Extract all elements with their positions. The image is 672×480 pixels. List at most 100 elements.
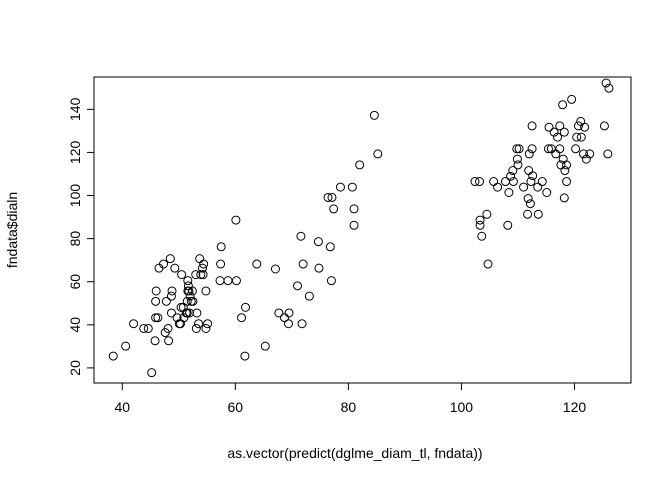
- plot-frame: [93, 76, 632, 384]
- data-point-51: [201, 323, 211, 333]
- data-point-50: [201, 286, 211, 296]
- x-tick-label-40: 40: [114, 399, 130, 415]
- data-point-78: [326, 276, 336, 286]
- data-point-86: [369, 110, 379, 120]
- data-point-111: [524, 149, 534, 159]
- data-point-150: [604, 83, 614, 93]
- data-point-52: [203, 319, 213, 329]
- data-point-36: [185, 308, 195, 318]
- data-point-61: [240, 302, 250, 312]
- data-point-54: [216, 259, 226, 269]
- x-axis: 40 60 80 100 120: [114, 382, 586, 415]
- data-point-125: [551, 149, 561, 159]
- x-axis-label: as.vector(predict(dglme_diam_tl, fndata)…: [227, 445, 482, 461]
- data-point-45: [195, 254, 205, 264]
- data-point-110: [524, 166, 534, 176]
- data-point-44: [194, 319, 204, 329]
- data-point-42: [191, 323, 201, 333]
- data-point-103: [512, 144, 522, 154]
- data-point-66: [279, 313, 289, 323]
- x-tick-label-60: 60: [228, 399, 244, 415]
- data-point-109: [523, 194, 533, 204]
- data-point-88: [470, 177, 480, 187]
- y-tick-label-140: 140: [67, 97, 83, 121]
- data-point-58: [231, 276, 241, 286]
- data-point-149: [603, 149, 613, 159]
- data-point-113: [526, 177, 536, 187]
- data-point-30: [182, 308, 192, 318]
- y-tick-label-60: 60: [67, 274, 83, 290]
- data-point-142: [576, 132, 586, 142]
- data-point-43: [192, 308, 202, 318]
- data-point-46: [196, 270, 206, 280]
- data-point-20: [167, 286, 177, 296]
- data-point-8: [151, 296, 161, 306]
- x-tick-label-80: 80: [341, 399, 357, 415]
- data-point-73: [304, 291, 314, 301]
- data-point-14: [161, 296, 171, 306]
- data-point-64: [270, 264, 280, 274]
- data-point-6: [150, 336, 160, 346]
- data-point-4: [143, 323, 153, 333]
- data-point-56: [223, 276, 233, 286]
- data-point-19: [166, 308, 176, 318]
- data-point-144: [580, 122, 590, 132]
- data-point-10: [153, 313, 163, 323]
- data-point-41: [191, 270, 201, 280]
- data-point-127: [555, 121, 565, 131]
- data-point-91: [475, 220, 485, 230]
- data-point-72: [298, 259, 308, 269]
- data-point-95: [489, 177, 499, 187]
- data-point-138: [571, 144, 581, 154]
- data-point-37: [185, 291, 195, 301]
- data-point-143: [579, 149, 589, 159]
- data-point-114: [527, 121, 537, 131]
- data-point-59: [237, 313, 247, 323]
- data-point-16: [164, 336, 174, 346]
- data-point-119: [537, 177, 547, 187]
- data-point-48: [198, 270, 208, 280]
- data-point-83: [349, 220, 359, 230]
- data-point-118: [533, 209, 543, 219]
- data-point-106: [514, 144, 524, 154]
- data-point-121: [543, 144, 553, 154]
- data-point-39: [187, 286, 197, 296]
- data-point-57: [231, 215, 241, 225]
- data-point-26: [177, 270, 187, 280]
- data-point-139: [572, 132, 582, 142]
- data-point-99: [504, 188, 514, 198]
- data-point-0: [108, 351, 118, 361]
- data-point-87: [373, 149, 383, 159]
- data-point-81: [335, 182, 345, 192]
- data-point-108: [523, 209, 533, 219]
- data-point-98: [503, 220, 513, 230]
- data-point-133: [559, 193, 569, 203]
- data-point-1: [121, 341, 131, 351]
- data-point-94: [483, 259, 493, 269]
- y-axis: 20 40 60 80 100 120 140: [67, 97, 95, 376]
- data-point-140: [573, 121, 583, 131]
- data-point-32: [183, 276, 193, 286]
- data-point-2: [129, 319, 139, 329]
- y-tick-label-120: 120: [67, 141, 83, 165]
- data-point-148: [601, 78, 611, 88]
- data-point-15: [163, 323, 173, 333]
- data-point-25: [176, 302, 186, 312]
- data-point-92: [477, 231, 487, 241]
- data-point-137: [567, 94, 577, 104]
- data-point-90: [475, 215, 485, 225]
- data-point-128: [555, 144, 565, 154]
- data-point-35: [184, 286, 194, 296]
- data-point-65: [274, 308, 284, 318]
- data-point-28: [179, 313, 189, 323]
- data-point-62: [252, 259, 262, 269]
- data-point-75: [314, 263, 324, 273]
- data-point-93: [482, 209, 492, 219]
- data-point-96: [493, 182, 503, 192]
- data-point-74: [313, 237, 323, 247]
- data-point-80: [329, 204, 339, 214]
- data-point-53: [215, 276, 225, 286]
- data-point-3: [139, 323, 149, 333]
- data-point-124: [549, 127, 559, 137]
- data-point-134: [560, 166, 570, 176]
